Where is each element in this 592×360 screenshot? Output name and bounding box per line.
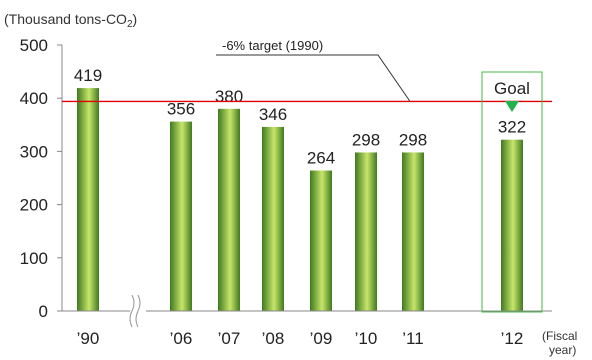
x-tick-label: ’11	[402, 329, 423, 348]
bar	[310, 170, 332, 311]
x-tick-label: ’06	[170, 329, 193, 348]
bar	[402, 152, 424, 311]
x-tick-label: ’08	[262, 329, 285, 348]
y-tick-label: 100	[20, 249, 48, 268]
bar-value-label: 346	[259, 105, 287, 124]
bars: 419 356 380 346 264 298 298 322	[74, 66, 526, 311]
bar	[218, 108, 240, 311]
x-tick-label: ’90	[77, 329, 100, 348]
y-tick-label: 400	[20, 89, 48, 108]
y-tick-label: 300	[20, 142, 48, 161]
goal-label: Goal	[494, 79, 530, 98]
bar	[501, 139, 523, 311]
bar-value-label: 380	[215, 87, 243, 106]
bar-value-label: 298	[352, 130, 380, 149]
y-tick-label: 500	[20, 36, 48, 55]
axis-break-mark-1	[129, 294, 135, 328]
bar-value-label: 322	[498, 118, 526, 137]
goal-marker-icon	[505, 101, 519, 112]
x-tick-label: ’07	[218, 329, 241, 348]
y-tick-label: 200	[20, 196, 48, 215]
goal-box	[481, 71, 543, 313]
bar	[355, 152, 377, 311]
bar-value-label: 356	[167, 100, 195, 119]
target-callout-label: -6% target (1990)	[222, 38, 323, 53]
x-tick-label: ’12	[501, 329, 524, 348]
x-tick-label: ’09	[310, 329, 333, 348]
bar-value-label: 298	[399, 130, 427, 149]
bar	[77, 88, 99, 311]
bar	[262, 126, 284, 311]
x-axis: ’90 ’06 ’07 ’08 ’09 ’10 ’11 ’12	[62, 294, 552, 348]
target-callout-leader	[216, 54, 411, 102]
annotations: -6% target (1990) Goal	[62, 38, 552, 313]
bar-value-label: 264	[307, 149, 335, 168]
y-tick-label: 0	[39, 302, 48, 321]
y-axis-unit-label: (Thousand tons-CO2)	[4, 11, 137, 30]
x-tick-label: ’10	[355, 329, 378, 348]
y-axis: 0 100 200 300 400 500	[20, 36, 63, 321]
bar	[170, 121, 192, 311]
x-axis-label-line1: (Fiscal	[542, 329, 577, 343]
axis-break-mark-2	[135, 294, 141, 328]
x-axis-label-line2: year)	[549, 343, 576, 357]
bar-value-label: 419	[74, 66, 102, 85]
